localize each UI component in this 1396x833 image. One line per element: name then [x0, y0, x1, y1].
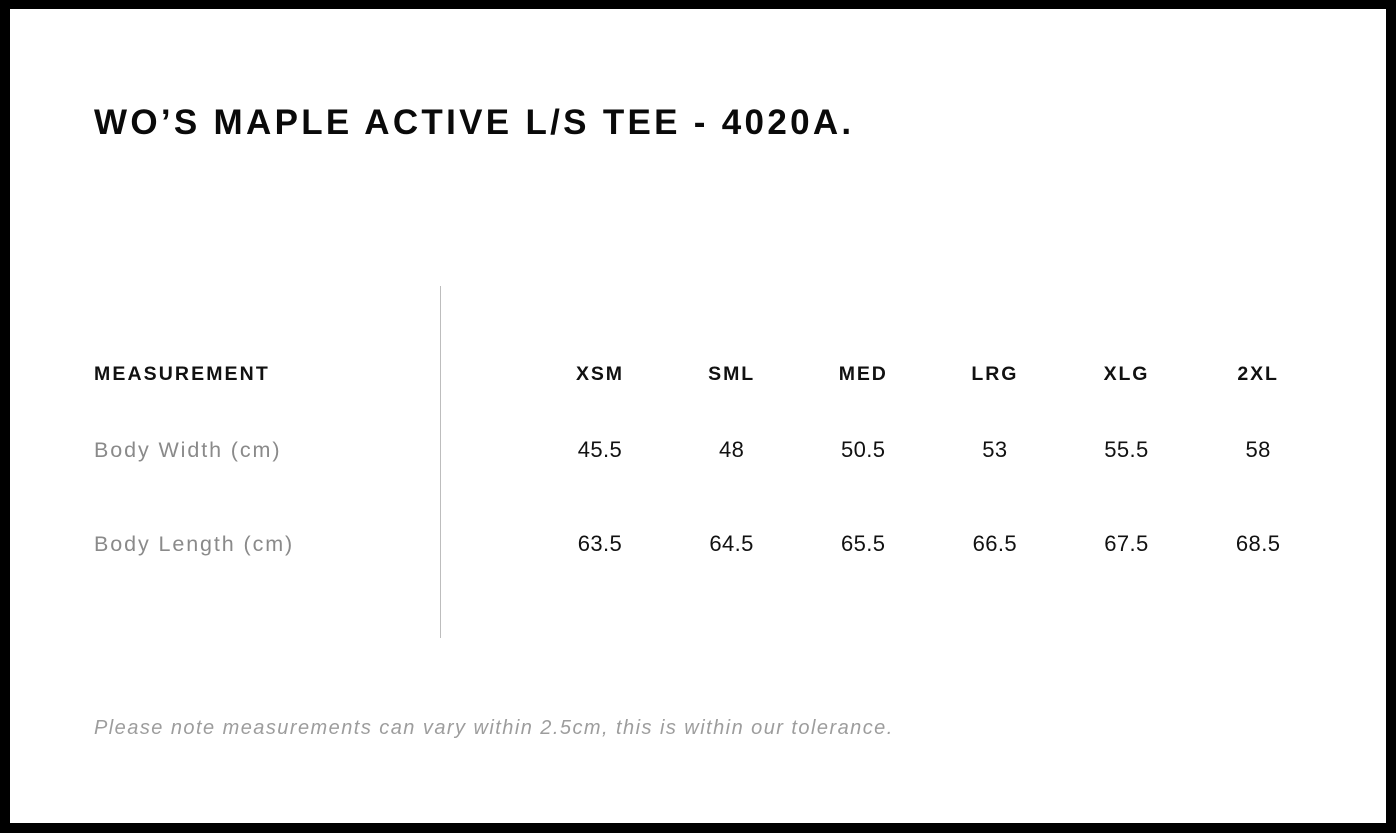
cell-body-width-sml: 48: [718, 437, 745, 462]
cell-body-length-lrg: 66.5: [972, 531, 1018, 556]
column-divider: [440, 286, 441, 638]
column-header-med: MED: [838, 362, 888, 385]
table-header-row: MEASUREMENT XSM SML MED LRG XLG 2XL: [94, 345, 1324, 403]
size-chart-page: WO’S MAPLE ACTIVE L/S TEE - 4020A. MEASU…: [10, 9, 1386, 823]
cell-body-length-xsm: 63.5: [577, 531, 623, 556]
tolerance-footnote: Please note measurements can vary within…: [94, 717, 894, 739]
column-header-xlg: XLG: [1103, 362, 1150, 385]
cell-body-width-xlg: 55.5: [1104, 437, 1149, 462]
cell-body-length-med: 65.5: [841, 531, 886, 556]
cell-body-length-2xl: 68.5: [1235, 531, 1281, 556]
column-header-measurement: MEASUREMENT: [94, 362, 270, 385]
cell-body-length-xlg: 67.5: [1104, 531, 1149, 556]
cell-body-length-sml: 64.5: [709, 531, 754, 556]
size-chart-table: MEASUREMENT XSM SML MED LRG XLG 2XL Body…: [94, 345, 1324, 591]
cell-body-width-xsm: 45.5: [577, 437, 623, 462]
table-row: Body Width (cm) 45.5 48 50.5 53 55.5 58: [94, 403, 1324, 497]
column-header-sml: SML: [708, 362, 756, 385]
cell-body-width-lrg: 53: [982, 437, 1008, 462]
cell-body-width-med: 50.5: [841, 437, 886, 462]
row-label-body-width: Body Width (cm): [94, 437, 282, 462]
column-header-lrg: LRG: [971, 362, 1019, 385]
cell-body-width-2xl: 58: [1245, 437, 1271, 462]
row-label-body-length: Body Length (cm): [94, 531, 295, 556]
table-row: Body Length (cm) 63.5 64.5 65.5 66.5 67.…: [94, 497, 1324, 591]
column-header-xsm: XSM: [575, 362, 624, 385]
page-title: WO’S MAPLE ACTIVE L/S TEE - 4020A.: [94, 103, 855, 142]
column-header-2xl: 2XL: [1237, 362, 1279, 385]
